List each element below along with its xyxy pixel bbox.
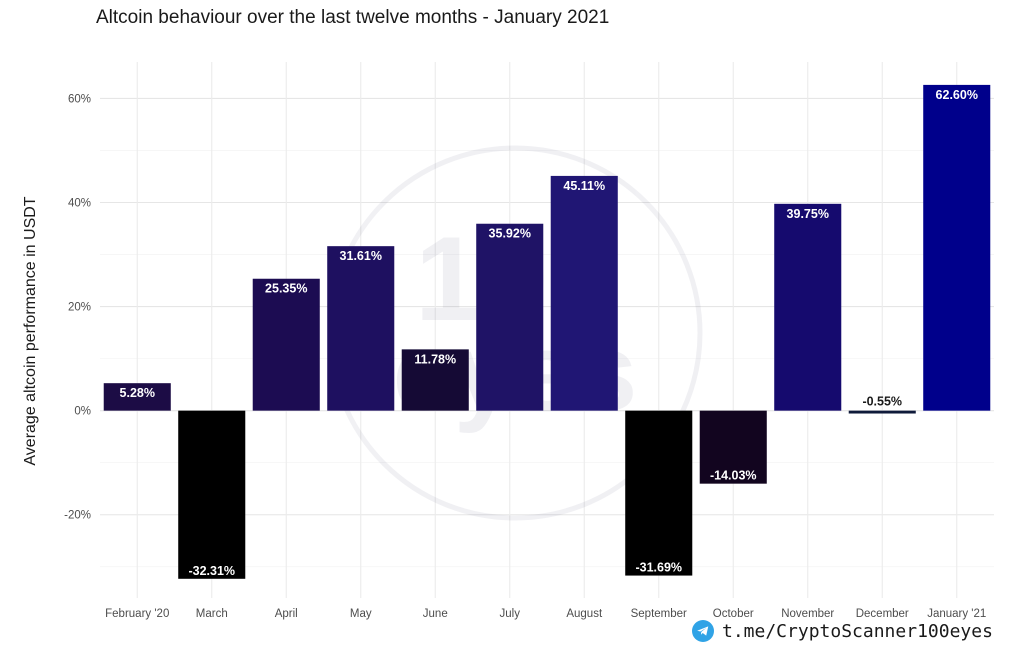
data-labels: 5.28% -32.31% 25.35% 31.61% 11.78% 35.92% 45.1… — [120, 88, 978, 578]
x-tick-label: February '20 — [105, 608, 169, 620]
data-label: 35.92% — [489, 227, 531, 241]
x-tick-label: August — [566, 608, 603, 620]
telegram-icon — [692, 620, 714, 642]
bar — [252, 278, 320, 411]
data-label: -32.31% — [188, 564, 235, 578]
x-tick-label: May — [350, 608, 372, 620]
x-tick-label: November — [781, 608, 834, 620]
bar — [774, 203, 842, 411]
data-label: 5.28% — [120, 386, 155, 400]
chart-title: Altcoin behaviour over the last twelve m… — [96, 7, 610, 28]
data-label: 25.35% — [265, 282, 307, 296]
bar — [848, 410, 916, 414]
data-label: -0.55% — [862, 395, 902, 409]
y-tick-label: 40% — [68, 198, 91, 210]
y-tick-label: 0% — [74, 406, 91, 418]
x-tick-label: September — [631, 608, 687, 620]
data-label: -14.03% — [710, 469, 757, 483]
bar — [178, 410, 246, 579]
data-label: 45.11% — [563, 179, 605, 193]
bar — [103, 383, 171, 411]
data-label: 11.78% — [414, 352, 456, 366]
y-tick-label: 60% — [68, 93, 91, 105]
x-tick-label: October — [713, 608, 754, 620]
data-label: 39.75% — [787, 207, 829, 221]
data-label: 62.60% — [936, 88, 978, 102]
bars-layer — [103, 84, 991, 579]
y-tick-label: -20% — [64, 510, 91, 522]
x-tick-label: April — [275, 608, 298, 620]
bar — [401, 349, 469, 411]
x-axis-ticks: February '20 March April May June July August S… — [105, 608, 986, 620]
x-tick-label: March — [196, 608, 228, 620]
footer-credit[interactable]: t.me/CryptoScanner100eyes — [692, 620, 993, 642]
y-axis-ticks: -20% 0% 20% 40% 60% — [64, 93, 91, 521]
bar — [476, 223, 544, 411]
bar — [625, 410, 693, 576]
data-label: -31.69% — [635, 561, 682, 575]
y-tick-label: 20% — [68, 302, 91, 314]
bar — [923, 84, 991, 411]
bar — [327, 246, 395, 411]
x-tick-label: July — [500, 608, 521, 620]
footer-credit-text: t.me/CryptoScanner100eyes — [722, 620, 993, 642]
bar — [550, 175, 618, 411]
x-tick-label: June — [423, 608, 448, 620]
x-tick-label: December — [856, 608, 909, 620]
data-label: 31.61% — [340, 249, 382, 263]
x-tick-label: January '21 — [927, 608, 986, 620]
bar — [699, 410, 767, 484]
